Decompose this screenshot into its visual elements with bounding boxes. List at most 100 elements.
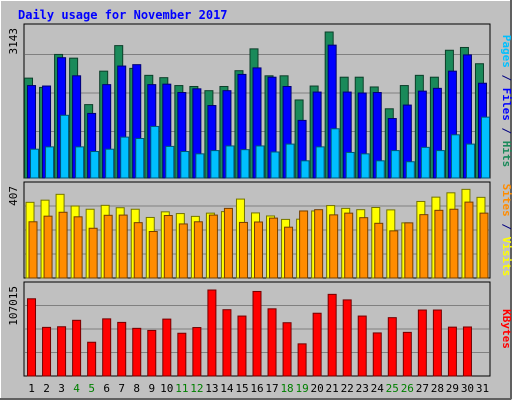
- bar-kbytes-day-6: [102, 318, 112, 377]
- bar-kbytes-day-22: [342, 299, 352, 377]
- bar-kbytes-day-29: [447, 326, 457, 377]
- legend-part: /: [500, 68, 512, 88]
- x-tick-label-22: 22: [341, 382, 354, 395]
- bar-pages-day-28: [435, 150, 445, 179]
- x-tick-label-31: 31: [476, 382, 489, 395]
- bar-kbytes-day-19: [297, 343, 307, 377]
- bar-kbytes-day-12: [192, 327, 202, 377]
- bar-kbytes-day-4: [72, 319, 82, 377]
- panel-hits-files-pages: 3143 Pages / Files / Hits: [7, 23, 512, 179]
- bar-kbytes-day-13: [207, 289, 217, 377]
- bar-sites-day-29: [449, 208, 459, 279]
- bar-sites-day-19: [299, 210, 309, 279]
- bar-sites-day-12: [193, 221, 203, 279]
- x-tick-label-8: 8: [133, 382, 140, 395]
- legend-part: Visits: [500, 237, 512, 277]
- bar-sites-day-25: [389, 230, 399, 279]
- bar-sites-day-23: [359, 217, 369, 279]
- bar-kbytes-day-23: [357, 315, 367, 377]
- y-max-label: 107015: [7, 286, 20, 326]
- bar-kbytes-day-7: [117, 321, 127, 377]
- legend-part: /: [500, 217, 512, 237]
- bar-sites-day-22: [344, 212, 354, 279]
- bar-kbytes-day-8: [132, 327, 142, 377]
- bar-pages-day-22: [345, 151, 355, 179]
- bar-kbytes-day-16: [252, 290, 262, 377]
- bar-sites-day-13: [208, 214, 218, 279]
- bar-pages-day-20: [315, 146, 325, 179]
- bar-pages-day-29: [450, 134, 460, 179]
- x-tick-label-21: 21: [326, 382, 339, 395]
- chart-title: Daily usage for November 2017: [18, 8, 228, 22]
- bar-sites-day-17: [269, 217, 279, 279]
- x-tick-label-10: 10: [160, 382, 173, 395]
- bar-kbytes-day-5: [87, 341, 97, 377]
- bar-kbytes-day-11: [177, 332, 187, 377]
- bar-sites-day-8: [133, 222, 143, 279]
- x-tick-label-27: 27: [416, 382, 429, 395]
- bar-pages-day-11: [180, 151, 190, 179]
- bar-pages-day-31: [480, 116, 490, 179]
- bar-sites-day-15: [238, 221, 248, 279]
- legend-part: KBytes: [500, 309, 512, 349]
- bar-pages-day-13: [210, 150, 220, 179]
- bar-sites-day-10: [163, 215, 173, 279]
- bar-pages-day-26: [405, 161, 415, 179]
- bar-pages-day-4: [75, 146, 85, 179]
- bar-sites-day-16: [254, 221, 263, 279]
- bar-pages-day-6: [105, 148, 115, 179]
- bar-sites-day-2: [43, 215, 53, 279]
- x-tick-label-20: 20: [311, 382, 324, 395]
- bar-kbytes-day-30: [462, 326, 472, 377]
- x-tick-label-5: 5: [88, 382, 95, 395]
- bar-sites-day-18: [284, 226, 294, 279]
- bar-kbytes-day-2: [42, 326, 52, 377]
- bar-pages-day-15: [240, 149, 250, 179]
- bar-sites-day-26: [404, 222, 414, 279]
- bar-sites-day-9: [148, 231, 158, 279]
- bar-pages-day-16: [255, 145, 265, 179]
- x-tick-label-1: 1: [28, 382, 35, 395]
- x-tick-label-11: 11: [175, 382, 188, 395]
- panel-visits-sites: 407 Sites / Visits: [7, 181, 512, 279]
- x-tick-label-9: 9: [148, 382, 155, 395]
- x-tick-label-12: 12: [190, 382, 203, 395]
- bar-pages-day-3: [60, 114, 70, 179]
- legend-part: Hits: [500, 141, 512, 168]
- bar-sites-day-11: [178, 223, 188, 279]
- bar-sites-day-30: [464, 201, 474, 279]
- chart-panels: 3143 Pages / Files / Hits 407 Sites / Visit…: [7, 23, 512, 377]
- x-tick-label-3: 3: [58, 382, 65, 395]
- bar-kbytes-day-14: [222, 309, 232, 377]
- bar-pages-day-5: [90, 151, 100, 179]
- bar-pages-day-10: [165, 145, 175, 179]
- y-max-label: 3143: [7, 28, 20, 55]
- bar-pages-day-18: [285, 143, 295, 179]
- x-tick-label-26: 26: [401, 382, 414, 395]
- bar-sites-day-24: [374, 222, 384, 279]
- bar-pages-day-2: [45, 146, 55, 179]
- bar-kbytes-day-21: [327, 293, 337, 377]
- bar-pages-day-21: [330, 128, 340, 179]
- legend-part: Pages: [500, 35, 512, 68]
- x-tick-label-17: 17: [265, 382, 278, 395]
- bar-pages-day-30: [465, 143, 475, 179]
- bar-sites-day-31: [479, 212, 489, 279]
- x-axis-labels: 1 2 3 4 5 6 7 8 9 10 11 12 13 14 15 16 17 18 19 20 21 22 23 24 2…: [28, 382, 489, 395]
- x-tick-label-30: 30: [461, 382, 474, 395]
- x-tick-label-6: 6: [103, 382, 110, 395]
- x-tick-label-24: 24: [371, 382, 385, 395]
- x-tick-label-4: 4: [73, 382, 80, 395]
- bar-sites-day-6: [103, 214, 113, 279]
- bar-sites-day-1: [28, 221, 38, 279]
- legend-part: Files: [500, 88, 512, 121]
- bar-pages-day-19: [300, 160, 310, 179]
- bar-kbytes-day-25: [387, 317, 397, 377]
- bar-pages-day-27: [420, 146, 430, 179]
- bar-pages-day-8: [135, 138, 145, 179]
- bar-sites-day-4: [73, 216, 83, 279]
- legend-part: /: [500, 121, 512, 141]
- bar-pages-day-23: [360, 153, 370, 179]
- x-tick-label-29: 29: [446, 382, 459, 395]
